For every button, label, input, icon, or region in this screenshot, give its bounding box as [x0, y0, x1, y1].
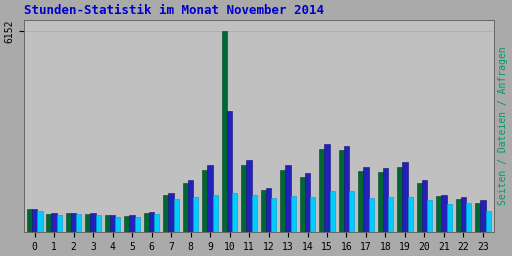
Bar: [168, 193, 174, 232]
Bar: [388, 197, 393, 232]
Bar: [115, 217, 120, 232]
Bar: [188, 180, 193, 232]
Bar: [252, 195, 257, 232]
Bar: [305, 173, 310, 232]
Bar: [266, 188, 271, 232]
Bar: [422, 180, 427, 232]
Bar: [232, 193, 238, 232]
Bar: [377, 172, 383, 232]
Bar: [207, 165, 212, 232]
Bar: [96, 216, 101, 232]
Bar: [369, 198, 374, 232]
Bar: [475, 203, 480, 232]
Bar: [300, 177, 305, 232]
Bar: [456, 199, 461, 232]
Bar: [364, 167, 369, 232]
Bar: [246, 160, 252, 232]
Bar: [222, 31, 227, 232]
Bar: [461, 197, 466, 232]
Bar: [291, 196, 296, 232]
Bar: [57, 215, 62, 232]
Bar: [110, 215, 115, 232]
Bar: [397, 167, 402, 232]
Bar: [402, 162, 408, 232]
Bar: [154, 214, 159, 232]
Bar: [37, 211, 42, 232]
Bar: [285, 165, 291, 232]
Bar: [319, 149, 325, 232]
Bar: [27, 209, 32, 232]
Bar: [183, 183, 188, 232]
Bar: [446, 204, 452, 232]
Bar: [32, 209, 37, 232]
Bar: [174, 199, 179, 232]
Bar: [144, 213, 149, 232]
Bar: [466, 203, 472, 232]
Bar: [427, 200, 432, 232]
Text: Stunden-Statistik im Monat November 2014: Stunden-Statistik im Monat November 2014: [24, 4, 324, 17]
Bar: [330, 191, 335, 232]
Bar: [227, 111, 232, 232]
Bar: [441, 195, 446, 232]
Bar: [85, 214, 91, 232]
Bar: [149, 212, 154, 232]
Y-axis label: Seiten / Dateien / Anfragen: Seiten / Dateien / Anfragen: [498, 47, 508, 205]
Bar: [408, 197, 413, 232]
Bar: [417, 183, 422, 232]
Bar: [241, 165, 246, 232]
Bar: [358, 171, 364, 232]
Bar: [163, 195, 168, 232]
Bar: [76, 215, 81, 232]
Bar: [202, 170, 207, 232]
Bar: [338, 151, 344, 232]
Bar: [436, 196, 441, 232]
Bar: [71, 212, 76, 232]
Bar: [135, 217, 140, 232]
Bar: [480, 200, 485, 232]
Bar: [212, 195, 218, 232]
Bar: [344, 145, 349, 232]
Bar: [130, 216, 135, 232]
Bar: [280, 170, 285, 232]
Bar: [66, 213, 71, 232]
Bar: [325, 144, 330, 232]
Bar: [91, 213, 96, 232]
Bar: [310, 197, 315, 232]
Bar: [271, 198, 276, 232]
Bar: [193, 197, 199, 232]
Bar: [104, 216, 110, 232]
Bar: [52, 213, 57, 232]
Bar: [124, 216, 130, 232]
Bar: [383, 168, 388, 232]
Bar: [485, 210, 491, 232]
Bar: [46, 214, 52, 232]
Bar: [261, 190, 266, 232]
Bar: [349, 191, 354, 232]
